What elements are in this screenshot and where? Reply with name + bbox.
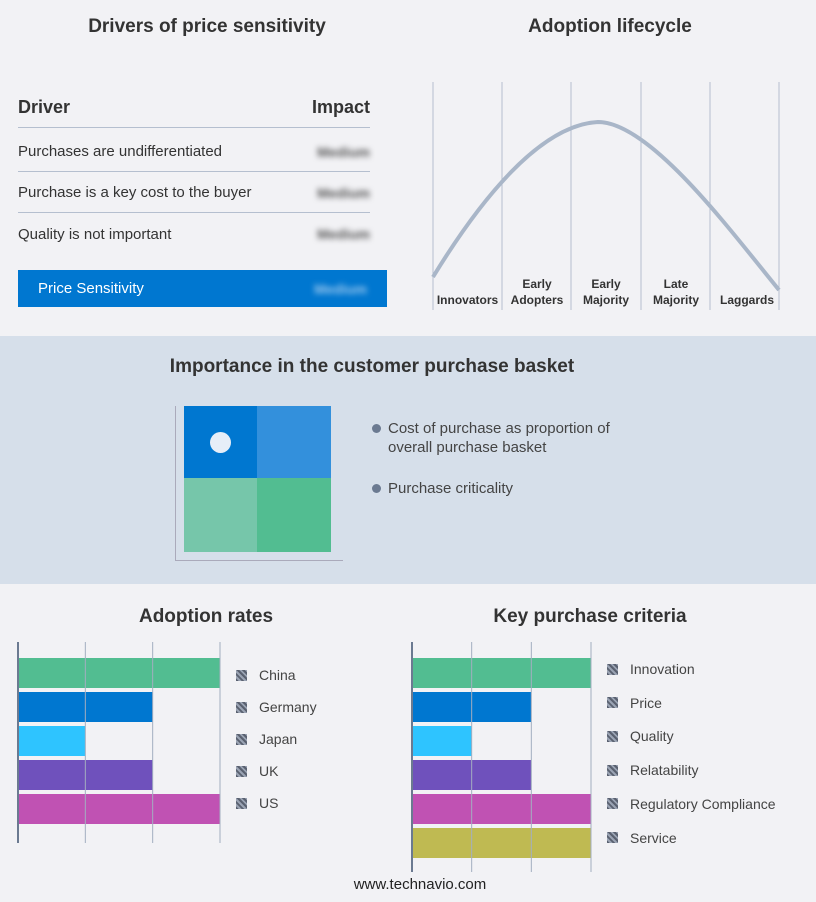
- legend-label: Quality: [630, 728, 674, 745]
- drivers-title: Drivers of price sensitivity: [88, 16, 326, 37]
- footer-url: www.technavio.com: [353, 876, 487, 893]
- bar-regulatory-compliance: [412, 794, 591, 824]
- quadrant-top-left: [184, 406, 257, 478]
- legend-item: Japan: [236, 731, 297, 747]
- legend-item: Service: [607, 830, 677, 846]
- legend-swatch-icon: [236, 733, 247, 745]
- legend-label: Service: [630, 829, 677, 846]
- legend-item: US: [236, 795, 278, 811]
- legend-swatch-icon: [236, 701, 247, 713]
- legend-swatch-icon: [236, 765, 247, 777]
- legend-swatch-icon: [236, 797, 247, 809]
- stage-label: Late Majority: [652, 277, 699, 307]
- basket-section: [0, 336, 816, 584]
- legend-item: UK: [236, 763, 278, 779]
- driver-text: Purchase is a key cost to the buyer: [18, 184, 252, 201]
- legend-text: Cost of purchase as proportion of overal…: [388, 420, 610, 456]
- impact-value: Medium: [317, 184, 370, 201]
- legend-label: China: [259, 667, 296, 683]
- legend-swatch-icon: [607, 663, 618, 675]
- impact-value: Medium: [317, 143, 370, 160]
- bullet-icon: [372, 424, 381, 433]
- legend-label: Germany: [259, 699, 317, 715]
- legend-item: Quality: [607, 728, 674, 744]
- lifecycle-title: Adoption lifecycle: [528, 16, 692, 37]
- legend-label: Innovation: [630, 661, 695, 677]
- table-row: Quality is not important Medium: [18, 214, 370, 254]
- marker-dot: [210, 432, 231, 453]
- legend-swatch-icon: [607, 798, 618, 810]
- legend-swatch-icon: [607, 832, 618, 843]
- legend-label: Regulatory Compliance: [630, 795, 776, 812]
- legend-item: Relatability: [607, 762, 698, 778]
- bar-quality: [412, 726, 472, 756]
- legend-item: Germany: [236, 699, 317, 715]
- basket-legend-item: Cost of purchase as proportion of overal…: [372, 419, 642, 457]
- driver-text: Purchases are undifferentiated: [18, 143, 223, 160]
- legend-item: Innovation: [607, 661, 695, 677]
- driver-header: Driver: [18, 97, 71, 117]
- legend-label: Price: [630, 694, 662, 711]
- table-row: Purchase is a key cost to the buyer Mediu…: [18, 173, 370, 213]
- driver-text: Quality is not important: [18, 225, 172, 243]
- legend-item: Regulatory Compliance: [607, 796, 776, 812]
- quadrant-top-right: [257, 406, 331, 478]
- stage-label: Laggards: [719, 293, 774, 307]
- legend-label: US: [259, 795, 279, 811]
- adoption-title: Adoption rates: [138, 606, 274, 627]
- summary-impact: Medium: [314, 280, 367, 297]
- legend-text: Purchase criticality: [388, 480, 514, 497]
- legend-swatch-icon: [607, 764, 618, 776]
- basket-title: Importance in the customer purchase bask…: [169, 356, 575, 377]
- legend-swatch-icon: [236, 669, 247, 681]
- bar-service: [412, 828, 591, 858]
- quadrant-bottom-left: [184, 478, 257, 552]
- legend-item: China: [236, 667, 296, 683]
- summary-label: Price Sensitivity: [38, 280, 144, 297]
- legend-swatch-icon: [607, 730, 618, 742]
- impact-header: Impact: [311, 97, 370, 117]
- bar-us: [18, 794, 220, 824]
- price-sensitivity-summary: Price Sensitivity Medium: [18, 270, 387, 307]
- stage-label: Early Majority: [582, 277, 629, 307]
- table-header: Driver Impact: [18, 88, 370, 128]
- stage-label: Innovators: [436, 293, 499, 307]
- kpc-title: Key purchase criteria: [493, 606, 687, 627]
- legend-label: UK: [259, 763, 279, 779]
- legend-swatch-icon: [607, 697, 618, 709]
- basket-legend-item: Purchase criticality: [372, 479, 642, 498]
- bar-innovation: [412, 658, 591, 688]
- stage-label: Early Adopters: [510, 277, 564, 307]
- legend-item: Price: [607, 695, 662, 711]
- table-row: Purchases are undifferentiated Medium: [18, 132, 370, 172]
- bar-china: [18, 658, 220, 688]
- legend-label: Relatability: [630, 762, 699, 779]
- bullet-icon: [372, 484, 381, 493]
- quadrant-bottom-right: [257, 478, 331, 552]
- lifecycle-curve: [431, 119, 781, 292]
- legend-label: Japan: [259, 731, 298, 747]
- lifecycle-chart: [431, 82, 781, 310]
- impact-value: Medium: [317, 226, 370, 242]
- bar-japan: [18, 726, 86, 756]
- basket-matrix: [175, 406, 343, 561]
